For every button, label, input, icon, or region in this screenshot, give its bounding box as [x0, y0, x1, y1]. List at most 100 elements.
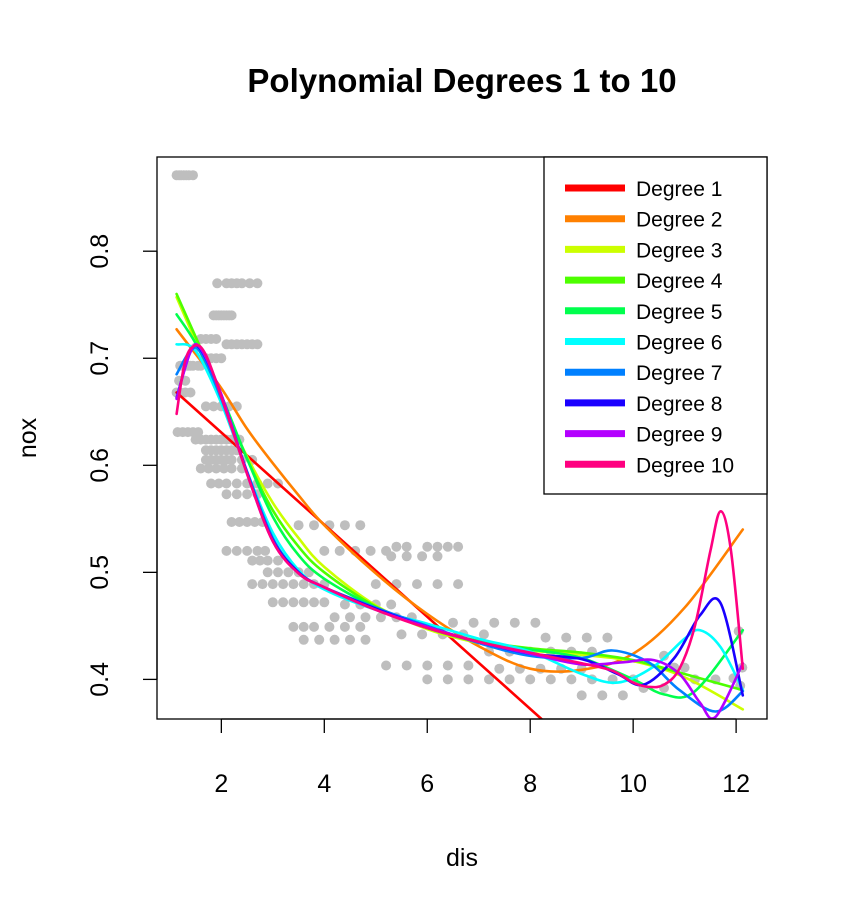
fit-lines — [175, 292, 745, 719]
data-point — [252, 545, 263, 556]
data-point — [422, 541, 433, 552]
data-point — [659, 650, 669, 661]
data-point — [260, 545, 271, 556]
data-point — [288, 579, 299, 590]
legend-label: Degree 6 — [636, 332, 722, 355]
data-point — [203, 463, 214, 474]
data-point — [339, 621, 350, 632]
data-point — [597, 690, 608, 701]
data-point — [370, 579, 381, 590]
data-point — [288, 597, 299, 608]
data-point — [267, 597, 278, 608]
x-tick-label: 8 — [523, 770, 537, 798]
data-point — [489, 617, 500, 628]
data-point — [249, 517, 260, 527]
data-point — [339, 599, 350, 610]
data-point — [329, 634, 340, 645]
data-point — [329, 612, 340, 623]
data-point — [221, 478, 232, 489]
data-point — [257, 579, 268, 590]
data-point — [381, 660, 392, 671]
data-point — [298, 597, 309, 608]
data-point — [617, 690, 628, 701]
data-point — [602, 632, 613, 643]
data-point — [278, 579, 289, 590]
legend-label: Degree 5 — [636, 301, 722, 324]
data-point — [375, 612, 386, 623]
data-point — [213, 478, 224, 489]
data-point — [334, 545, 345, 556]
data-point — [309, 621, 319, 632]
data-point — [252, 278, 263, 289]
data-point — [386, 551, 397, 562]
data-point — [401, 541, 412, 552]
data-point — [236, 278, 247, 289]
data-point — [278, 597, 289, 608]
data-point — [576, 690, 587, 701]
y-tick-label: 0.6 — [86, 448, 114, 483]
data-point — [216, 353, 227, 364]
data-point — [221, 489, 232, 500]
data-point — [193, 427, 204, 438]
data-point — [365, 545, 376, 556]
data-point — [494, 663, 505, 674]
data-point — [422, 674, 433, 685]
data-point — [273, 555, 283, 566]
data-point — [345, 612, 355, 623]
data-point — [530, 617, 541, 628]
data-point — [283, 567, 294, 578]
legend-box — [543, 156, 768, 495]
data-point — [188, 170, 198, 181]
data-point — [324, 621, 335, 632]
data-point — [360, 612, 371, 623]
data-point — [355, 520, 366, 531]
data-point — [298, 621, 309, 632]
data-point — [345, 634, 355, 645]
data-point — [442, 660, 453, 671]
data-point — [509, 617, 520, 628]
data-point — [561, 632, 572, 643]
legend: Degree 1 Degree 2 Degree 3 Degree 4 Degree 5… — [543, 156, 768, 495]
x-tick-label: 6 — [420, 770, 434, 798]
data-point — [226, 463, 237, 474]
data-point — [262, 567, 273, 578]
data-point — [231, 545, 242, 556]
data-point — [545, 674, 556, 685]
series-line-degree-1 — [175, 391, 543, 719]
data-point — [211, 463, 222, 474]
data-point — [432, 541, 443, 552]
legend-label: Degree 2 — [636, 209, 722, 232]
data-point — [242, 489, 253, 500]
data-point — [288, 621, 299, 632]
data-point — [448, 617, 458, 628]
data-point — [566, 674, 577, 685]
legend-label: Degree 3 — [636, 239, 722, 262]
data-point — [293, 520, 304, 531]
data-point — [242, 517, 253, 527]
data-point — [442, 541, 453, 552]
chart-title: Polynomial Degrees 1 to 10 — [247, 62, 676, 99]
data-point — [432, 579, 443, 590]
data-point — [309, 520, 319, 531]
data-point — [442, 674, 453, 685]
data-point — [255, 555, 265, 566]
data-point — [386, 599, 397, 610]
series-line-degree-10 — [175, 343, 745, 689]
data-point — [211, 334, 222, 344]
data-point — [401, 660, 412, 671]
data-point — [185, 387, 196, 398]
data-point — [525, 674, 536, 685]
data-point — [391, 541, 402, 552]
data-point — [200, 401, 211, 412]
data-point — [231, 489, 242, 500]
data-point — [226, 517, 237, 527]
data-point — [417, 551, 428, 562]
x-tick-label: 10 — [619, 770, 647, 798]
x-tick-label: 4 — [317, 770, 331, 798]
data-point — [453, 579, 464, 590]
data-point — [208, 401, 219, 412]
data-point — [412, 579, 422, 590]
data-point — [453, 541, 464, 552]
data-point — [252, 339, 263, 350]
